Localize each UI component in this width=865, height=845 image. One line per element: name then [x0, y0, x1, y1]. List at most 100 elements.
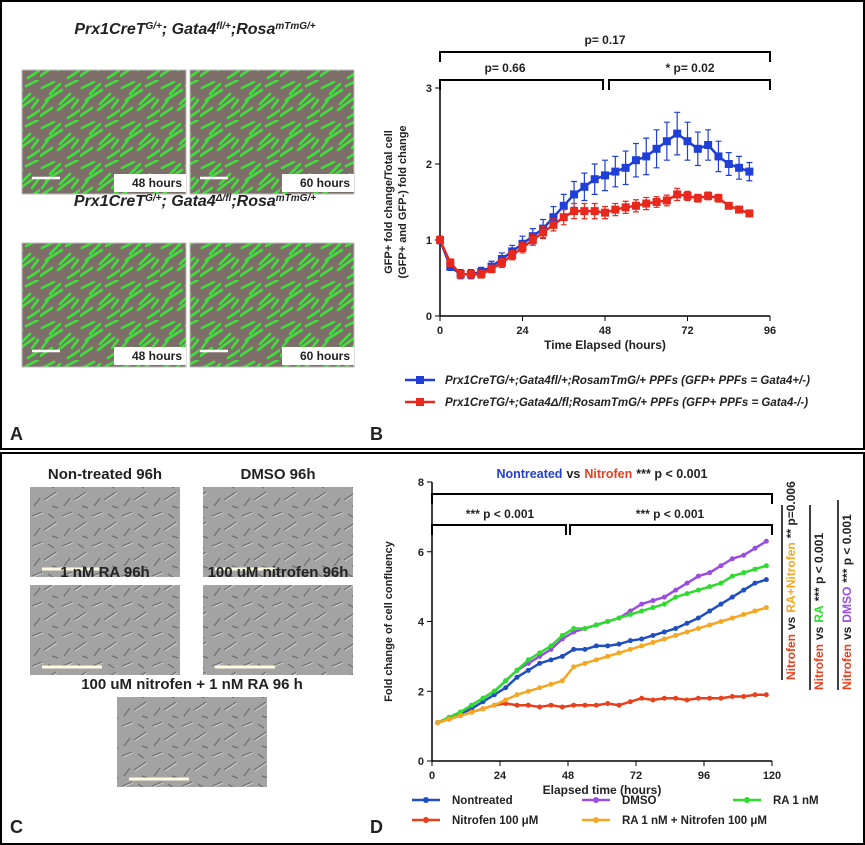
- marker: [673, 129, 682, 138]
- marker: [559, 653, 565, 659]
- micrograph: [189, 242, 355, 368]
- marker: [704, 191, 713, 200]
- marker: [718, 580, 724, 586]
- marker: [695, 573, 701, 579]
- marker: [571, 629, 577, 635]
- marker: [446, 258, 455, 267]
- legend-marker: [416, 398, 424, 406]
- text-part: Prx1CreT: [74, 21, 146, 38]
- marker: [518, 243, 527, 252]
- legend-marker: [744, 797, 750, 803]
- marker: [729, 693, 735, 699]
- marker: [469, 706, 475, 712]
- marker: [631, 201, 640, 210]
- x-axis-label: Time Elapsed (hours): [544, 338, 666, 352]
- panel-letter: A: [10, 424, 23, 444]
- x-tick-label: 96: [698, 770, 710, 782]
- micrograph: [21, 242, 187, 368]
- text-part: *** p < 0.001: [840, 514, 854, 583]
- marker: [469, 702, 475, 708]
- marker: [548, 681, 554, 687]
- marker: [570, 190, 579, 199]
- marker: [549, 220, 558, 229]
- marker: [571, 625, 577, 631]
- x-tick-label: 120: [763, 770, 781, 782]
- marker: [503, 697, 509, 703]
- marker: [593, 657, 599, 663]
- text-part: vs: [840, 626, 854, 640]
- y-axis-label: GFP+ fold change/Total cell: [383, 130, 395, 274]
- legend-marker: [423, 797, 429, 803]
- marker: [514, 692, 520, 698]
- marker: [724, 201, 733, 210]
- marker: [752, 566, 758, 572]
- marker: [548, 657, 554, 663]
- time-label: 60 hours: [300, 349, 350, 363]
- x-tick-label: 72: [681, 325, 693, 337]
- superscript: G/+: [145, 193, 162, 204]
- marker: [741, 612, 747, 618]
- marker: [684, 697, 690, 703]
- marker: [446, 716, 452, 722]
- marker: [514, 674, 520, 680]
- marker: [497, 258, 506, 267]
- marker: [718, 601, 724, 607]
- marker: [729, 615, 735, 621]
- marker: [650, 639, 656, 645]
- text-part: RA+Nitrofen: [784, 542, 798, 612]
- legend-label: RA 1 nM + Nitrofen 100 μM: [622, 815, 767, 827]
- marker: [741, 552, 747, 558]
- text-part: ;Rosa: [231, 21, 276, 38]
- marker: [763, 538, 769, 544]
- y-axis-label: (GFP+ and GFP-) fold change: [397, 125, 409, 278]
- marker: [627, 646, 633, 652]
- comparison-label: Nitrofen vs RA+Nitrofen ** p=0.006: [784, 481, 798, 680]
- marker: [570, 207, 579, 216]
- superscript: mTmG/+: [276, 193, 316, 204]
- x-tick-label: 96: [764, 325, 776, 337]
- marker: [627, 699, 633, 705]
- bracket: [431, 524, 567, 535]
- y-tick-label: 2: [426, 159, 432, 171]
- text-part: Nitrofen: [784, 634, 798, 680]
- marker: [695, 625, 701, 631]
- panel-frame: [0, 452, 865, 845]
- marker: [673, 695, 679, 701]
- marker: [559, 201, 568, 210]
- marker: [662, 137, 671, 146]
- text-part: Nontreated: [496, 467, 562, 481]
- text-part: ; Gata4: [162, 21, 216, 38]
- marker: [456, 270, 465, 279]
- marker: [503, 700, 509, 706]
- marker: [508, 251, 517, 260]
- y-tick-label: 6: [418, 547, 424, 559]
- marker: [601, 171, 609, 180]
- marker: [683, 137, 692, 146]
- marker: [704, 141, 713, 149]
- micrograph: [189, 69, 355, 195]
- marker: [480, 699, 486, 705]
- marker: [735, 205, 744, 214]
- x-tick-label: 48: [599, 325, 611, 337]
- marker: [627, 638, 633, 644]
- y-axis-label: Fold change of cell confluency: [383, 540, 395, 702]
- marker: [487, 264, 496, 273]
- marker: [673, 587, 679, 593]
- marker: [650, 697, 656, 703]
- marker: [729, 594, 735, 600]
- marker: [582, 702, 588, 708]
- text-part: RA: [812, 605, 826, 623]
- marker: [684, 591, 690, 597]
- legend-marker: [416, 376, 424, 384]
- marker: [582, 660, 588, 666]
- marker: [491, 692, 497, 698]
- marker: [707, 695, 713, 701]
- micrograph: [203, 585, 353, 675]
- marker: [590, 207, 599, 216]
- marker: [662, 196, 671, 205]
- superscript: Δ/fl: [215, 193, 232, 204]
- marker: [627, 612, 633, 618]
- legend-label: Prx1CreTG/+;Gata4Δ/fl;RosamTmG/+ PPFs (G…: [445, 397, 808, 409]
- marker: [673, 190, 682, 199]
- marker: [571, 646, 577, 652]
